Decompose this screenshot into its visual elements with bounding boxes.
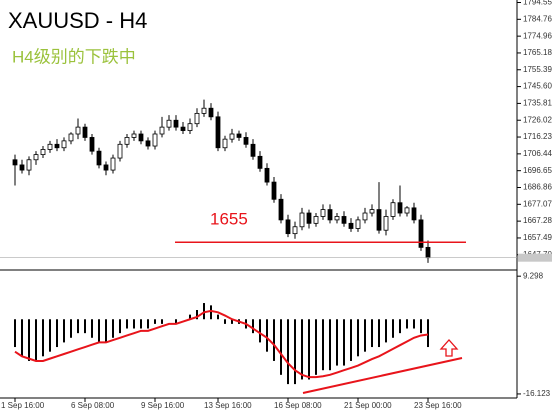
candle-body: [313, 216, 319, 224]
y-tick-label: 1755.39: [523, 65, 552, 74]
y-tick-label: 1735.81: [523, 99, 552, 108]
candle-body: [12, 159, 18, 166]
y-tick-label: 1686.86: [523, 183, 552, 192]
y-tick-label: 1726.02: [523, 115, 552, 124]
candle-body: [278, 198, 284, 221]
y-tick-label: 1706.44: [523, 149, 552, 158]
x-tick-label: 6 Sep 08:00: [71, 401, 115, 410]
y-tick-label: 1657.49: [523, 233, 552, 242]
candle-body: [47, 143, 53, 150]
candle-body: [19, 164, 25, 171]
x-tick-label: 21 Sep 00:00: [344, 401, 392, 410]
chart-subtitle: H4级别的下跌中: [12, 47, 136, 66]
candle-body: [145, 140, 151, 147]
signal-line: [14, 309, 429, 379]
candle-body: [222, 138, 228, 149]
candle-body: [152, 133, 158, 147]
candle-body: [306, 212, 312, 224]
candle-body: [229, 133, 235, 140]
x-tick-label: 23 Sep 16:00: [414, 401, 462, 410]
chart-title: XAUUSD - H4: [8, 8, 147, 33]
candle-body: [26, 159, 32, 171]
candle-body: [383, 216, 389, 231]
candle-body: [131, 133, 137, 138]
candle-body: [369, 209, 375, 214]
candle-body: [117, 143, 123, 159]
level-label: 1655: [210, 210, 248, 229]
candle-body: [243, 137, 249, 145]
candle-body: [390, 202, 396, 217]
candle-body: [82, 126, 88, 138]
candle-body: [33, 154, 39, 161]
candle-body: [96, 150, 102, 166]
y-tick-label: 1716.23: [523, 132, 552, 141]
candle-body: [54, 143, 60, 149]
candle-body: [362, 212, 368, 221]
x-tick-label: 1 Sep 16:00: [1, 401, 45, 410]
candle-body: [355, 219, 361, 229]
candle-body: [327, 209, 333, 221]
candle-body: [250, 143, 256, 157]
y-tick-label: 1784.76: [523, 14, 552, 23]
candle-body: [68, 133, 74, 142]
y-tick-label: 9.298: [523, 271, 544, 280]
y-tick-label: 1794.55: [523, 0, 552, 7]
candle-body: [404, 207, 410, 214]
candle-body: [236, 133, 242, 138]
candle-body: [124, 137, 130, 145]
candle-body: [187, 123, 193, 131]
candle-body: [397, 202, 403, 214]
candle-body: [348, 222, 354, 229]
current-price-box: [518, 253, 552, 262]
y-tick-label: 1765.18: [523, 48, 552, 57]
candle-body: [215, 116, 221, 149]
y-tick-label: 1677.07: [523, 199, 552, 208]
candle-body: [89, 137, 95, 152]
candle-body: [334, 216, 340, 221]
candle-body: [180, 126, 186, 131]
up-arrow: [439, 339, 459, 357]
candle-body: [299, 212, 305, 228]
candle-body: [166, 119, 172, 128]
candle-body: [208, 107, 214, 118]
candle-body: [418, 219, 424, 248]
candle-body: [75, 126, 81, 135]
candle-body: [271, 181, 277, 200]
candle-body: [103, 164, 109, 171]
candle-body: [201, 107, 207, 114]
candle-body: [61, 140, 67, 149]
candle-body: [173, 119, 179, 128]
candle-body: [411, 207, 417, 221]
candle-body: [40, 149, 46, 156]
candle-body: [110, 157, 116, 171]
x-tick-label: 13 Sep 16:00: [204, 401, 252, 410]
candle-body: [320, 209, 326, 217]
candle-body: [159, 126, 165, 135]
candle-body: [425, 246, 431, 259]
y-tick-label: 1667.28: [523, 216, 552, 225]
candle-body: [264, 167, 270, 183]
y-tick-label: 1696.65: [523, 166, 552, 175]
trend-line: [302, 357, 463, 394]
candle-body: [341, 216, 347, 224]
candle-body: [138, 133, 144, 142]
x-tick-label: 9 Sep 16:00: [141, 401, 185, 410]
candle-body: [376, 209, 382, 231]
y-tick-label: 1745.60: [523, 82, 552, 91]
y-tick-label: 1774.96: [523, 31, 552, 40]
x-tick-label: 16 Sep 08:00: [274, 401, 322, 410]
candle-body: [257, 155, 263, 169]
candle-body: [194, 112, 200, 125]
y-tick-label: -16.123: [523, 389, 551, 398]
candle-body: [292, 226, 298, 235]
candle-body: [285, 219, 291, 235]
